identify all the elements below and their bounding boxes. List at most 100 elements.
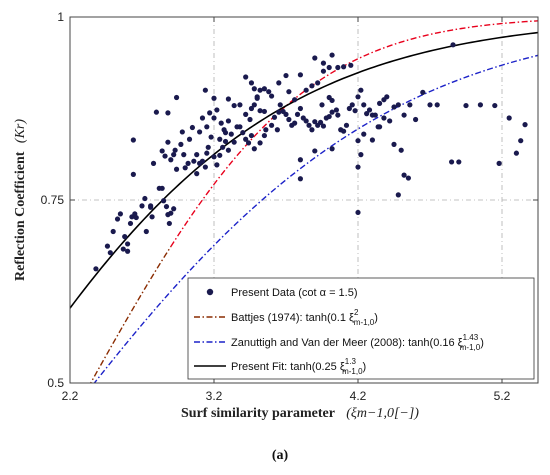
data-point	[434, 102, 440, 108]
data-point	[297, 157, 303, 163]
data-point	[395, 102, 401, 108]
data-point	[218, 120, 224, 126]
data-point	[269, 93, 275, 99]
data-point	[312, 55, 318, 61]
data-point	[243, 136, 249, 142]
data-point	[120, 246, 126, 252]
data-point	[329, 109, 335, 115]
data-point	[315, 80, 321, 86]
x-tick-label: 3.2	[206, 389, 223, 403]
data-point	[189, 124, 195, 131]
data-point	[251, 102, 257, 108]
data-point	[217, 136, 223, 142]
data-point	[165, 110, 171, 116]
data-point	[93, 266, 99, 272]
data-point	[518, 138, 524, 144]
data-point	[387, 118, 393, 124]
legend-text-tail: )	[374, 312, 378, 324]
data-point	[251, 146, 257, 152]
series-line-4	[70, 31, 538, 309]
data-point	[364, 111, 370, 117]
legend-entry-present-fit: Present Fit: tanh(0.25 ξ1.3 m-1,0)	[231, 357, 366, 376]
x-tick-label: 5.2	[494, 389, 511, 403]
data-point	[391, 104, 397, 110]
data-point	[171, 206, 177, 212]
data-point	[130, 137, 136, 143]
data-point	[261, 108, 267, 115]
legend-box	[187, 277, 535, 380]
data-point	[257, 140, 263, 146]
y-tick-label: 0.75	[41, 193, 65, 207]
data-point	[168, 157, 174, 163]
data-point	[199, 115, 206, 121]
data-point	[355, 164, 361, 170]
data-point	[401, 172, 407, 178]
data-point	[450, 42, 456, 48]
data-point	[319, 102, 325, 108]
data-point	[292, 97, 298, 103]
data-point	[245, 140, 252, 146]
data-point	[248, 80, 255, 86]
x-axis-label-text: Surf similarity parameter	[181, 406, 335, 421]
data-point	[179, 129, 185, 135]
data-point	[352, 108, 358, 114]
legend: Present Data (cot α = 1.5) Battjes (1974)…	[187, 277, 535, 380]
data-point	[320, 68, 327, 74]
data-point	[413, 116, 419, 123]
data-point	[320, 123, 327, 129]
data-point	[420, 89, 426, 95]
legend-text-sup: 1.43	[463, 333, 479, 342]
data-point	[366, 107, 373, 113]
data-point	[225, 96, 231, 102]
data-point	[194, 152, 200, 158]
data-point	[237, 124, 243, 130]
data-point	[326, 113, 332, 120]
data-point	[204, 124, 210, 130]
data-point	[182, 165, 188, 171]
scatter-points	[93, 42, 528, 272]
data-point	[149, 214, 155, 220]
data-point	[361, 102, 367, 108]
x-axis-label: Surf similarity parameter (ξm−1,0[−])	[181, 406, 419, 421]
data-point	[186, 136, 193, 142]
data-point	[257, 108, 263, 114]
data-point	[211, 115, 217, 121]
data-point	[329, 146, 335, 152]
data-point	[303, 118, 309, 124]
data-point	[449, 159, 455, 165]
data-point	[401, 112, 407, 118]
data-point	[355, 209, 361, 216]
data-point	[269, 122, 275, 128]
data-point	[150, 160, 157, 166]
legend-text-main: Present Fit: tanh(0.25 ξ	[231, 361, 345, 373]
data-point	[127, 220, 134, 227]
data-point	[341, 64, 347, 70]
figure-caption: (a)	[272, 448, 289, 463]
data-point	[306, 122, 312, 128]
data-point	[139, 203, 145, 209]
data-point	[225, 118, 231, 124]
data-point	[165, 139, 171, 145]
data-point	[407, 102, 413, 108]
axis-ticks: 2.2 3.2 4.2 5.2 0.5 0.75 1	[41, 10, 538, 403]
legend-text-sub: m-1,0	[354, 318, 375, 327]
curve-lines	[70, 20, 538, 383]
data-point	[513, 150, 520, 156]
data-point	[205, 144, 211, 150]
data-point	[211, 95, 217, 101]
data-point	[163, 203, 170, 210]
data-point	[148, 203, 154, 209]
x-axis-label-math: (ξm−1,0[−])	[346, 406, 419, 421]
y-tick-label: 1	[57, 10, 64, 24]
x-tick-label: 2.2	[62, 389, 79, 403]
legend-text-main: Zanuttigh and Van der Meer (2008): tanh(…	[231, 337, 463, 349]
data-point	[261, 86, 267, 92]
data-point	[320, 60, 327, 66]
data-point	[208, 134, 214, 140]
data-point	[477, 102, 483, 108]
data-point	[346, 105, 352, 112]
y-axis-label-math: (Kr)	[13, 119, 28, 143]
data-point	[257, 87, 263, 93]
data-point	[199, 158, 206, 164]
data-point	[247, 116, 253, 123]
